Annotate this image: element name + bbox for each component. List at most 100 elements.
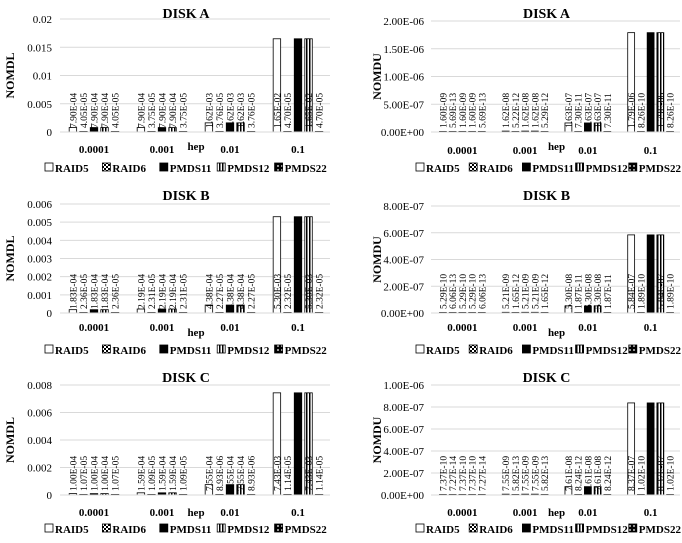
data-label: 5.30E-08 [584, 274, 594, 309]
data-label: 5.69E-13 [478, 93, 488, 128]
data-label: 7.90E-04 [69, 93, 79, 128]
legend-label: RAID6 [479, 524, 513, 536]
y-axis-label: NOMDL [3, 417, 17, 463]
data-label: 8.26E-10 [637, 93, 647, 128]
data-label: 5.82E-13 [541, 456, 551, 491]
legend-swatch-pmds11 [159, 162, 169, 172]
legend-swatch-raid5 [44, 344, 54, 354]
legend-swatch-pmds22 [628, 344, 638, 354]
legend-label: RAID6 [479, 163, 513, 175]
data-label: 2.27E-05 [216, 274, 226, 309]
data-label: 1.00E-04 [91, 456, 101, 491]
data-label: 1.83E-04 [69, 274, 79, 309]
data-label: 4.38E-04 [227, 274, 237, 309]
data-label: 1.65E-02 [295, 93, 305, 128]
legend-label: PMDS22 [639, 345, 682, 357]
legend-label: PMDS12 [227, 345, 270, 357]
data-label: 1.83E-04 [101, 274, 111, 309]
chart-title: DISK A [523, 7, 571, 22]
legend-swatch-pmds11 [159, 523, 169, 533]
legend-label: PMDS11 [532, 524, 574, 536]
data-label: 1.14E-05 [316, 456, 326, 491]
data-label: 8.37E-07 [657, 456, 667, 491]
y-tick-label: 8.00E-07 [383, 201, 424, 213]
legend-swatch-raid5 [44, 523, 54, 533]
legend-label: PMDS11 [532, 163, 574, 175]
data-label: 3.76E-05 [248, 93, 258, 128]
data-label: 3.76E-05 [216, 93, 226, 128]
data-label: 7.90E-04 [91, 93, 101, 128]
y-tick-label: 0.02 [33, 14, 52, 26]
data-label: 5.84E-07 [628, 274, 638, 309]
chart-6: 0.00E+00 2.00E-07 4.00E-07 6.00E-07 8.00E-07… [370, 371, 681, 536]
data-label: 5.21E-09 [522, 274, 532, 309]
data-label: 1.07E-05 [80, 456, 90, 491]
y-tick-label: 0.00E+00 [381, 127, 425, 139]
data-label: 7.37E-10 [469, 456, 479, 491]
legend-label: RAID6 [112, 163, 146, 175]
legend-label: PMDS22 [639, 163, 682, 175]
data-label: 1.62E-03 [227, 93, 237, 128]
data-label: 1.00E-04 [69, 456, 79, 491]
y-tick-label: 2.00E-07 [383, 281, 424, 293]
chart-2: 0.00E+00 5.00E-07 1.00E-06 1.50E-06 2.00E-06… [370, 7, 681, 175]
data-label: 1.02E-10 [637, 456, 647, 491]
x-tick-label: 0.1 [644, 145, 658, 157]
y-tick-label: 0.006 [27, 408, 52, 420]
legend-swatch-pmds12 [216, 523, 226, 533]
y-axis-label: NOMDL [3, 236, 17, 282]
chart-title: DISK B [162, 189, 209, 204]
legend-swatch-pmds11 [522, 523, 531, 533]
y-tick-label: 1.50E-06 [383, 44, 424, 56]
data-label: 1.89E-10 [667, 274, 677, 309]
x-tick-label: 0.001 [150, 144, 175, 156]
legend-label: RAID6 [479, 345, 513, 357]
data-label: 8.37E-07 [647, 456, 657, 491]
legend-label: PMDS12 [227, 524, 270, 536]
legend-swatch-raid6 [468, 523, 478, 533]
x-tick-label: 0.01 [220, 507, 239, 519]
y-tick-label: 0.003 [27, 254, 52, 266]
y-tick-label: 0.00E+00 [381, 308, 425, 320]
chart-5: 0 0.002 0.004 0.006 0.008 DISK C NOMDL 1.00E-04… [3, 371, 330, 536]
data-label: 2.32E-05 [284, 274, 294, 309]
data-label: 1.65E-12 [541, 274, 551, 309]
x-tick-label: 0.1 [644, 507, 658, 519]
chart-title: DISK B [523, 189, 570, 204]
data-label: 2.31E-05 [148, 274, 158, 309]
data-label: 4.05E-05 [80, 93, 90, 128]
data-label: 2.32E-05 [316, 274, 326, 309]
legend-swatch-raid5 [44, 162, 54, 172]
legend-swatch-pmds22 [628, 523, 638, 533]
y-tick-label: 0 [47, 308, 53, 320]
data-label: 1.00E-04 [101, 456, 111, 491]
y-tick-label: 5.00E-07 [383, 99, 424, 111]
data-label: 1.65E-02 [305, 93, 315, 128]
data-label: 1.60E-09 [469, 93, 479, 128]
data-label: 7.37E-10 [439, 456, 449, 491]
legend-swatch-pmds22 [628, 162, 638, 172]
data-label: 2.19E-04 [169, 274, 179, 309]
x-tick-label: 0.001 [150, 507, 175, 519]
legend-label: PMDS11 [170, 163, 212, 175]
data-label: 1.65E-02 [273, 93, 283, 128]
data-label: 8.24E-12 [575, 456, 585, 491]
data-label: 1.87E-11 [604, 274, 614, 309]
legend-label: PMDS22 [285, 163, 328, 175]
y-tick-label: 0.015 [27, 42, 52, 54]
legend-label: RAID5 [426, 163, 460, 175]
legend-swatch-pmds12 [575, 162, 584, 172]
data-label: 3.75E-05 [148, 93, 158, 128]
data-label: 7.55E-04 [227, 456, 237, 491]
x-axis-label: hep [187, 327, 204, 339]
data-label: 5.30E-08 [594, 274, 604, 309]
legend-swatch-raid6 [468, 162, 478, 172]
data-label: 1.79E-06 [628, 93, 638, 128]
data-label: 7.90E-04 [101, 93, 111, 128]
chart-title: DISK C [523, 371, 571, 386]
legend-label: RAID5 [55, 345, 89, 357]
data-label: 5.29E-10 [439, 274, 449, 309]
data-label: 1.59E-04 [137, 456, 147, 491]
data-label: 8.93E-06 [248, 456, 258, 491]
legend-label: PMDS12 [586, 524, 629, 536]
